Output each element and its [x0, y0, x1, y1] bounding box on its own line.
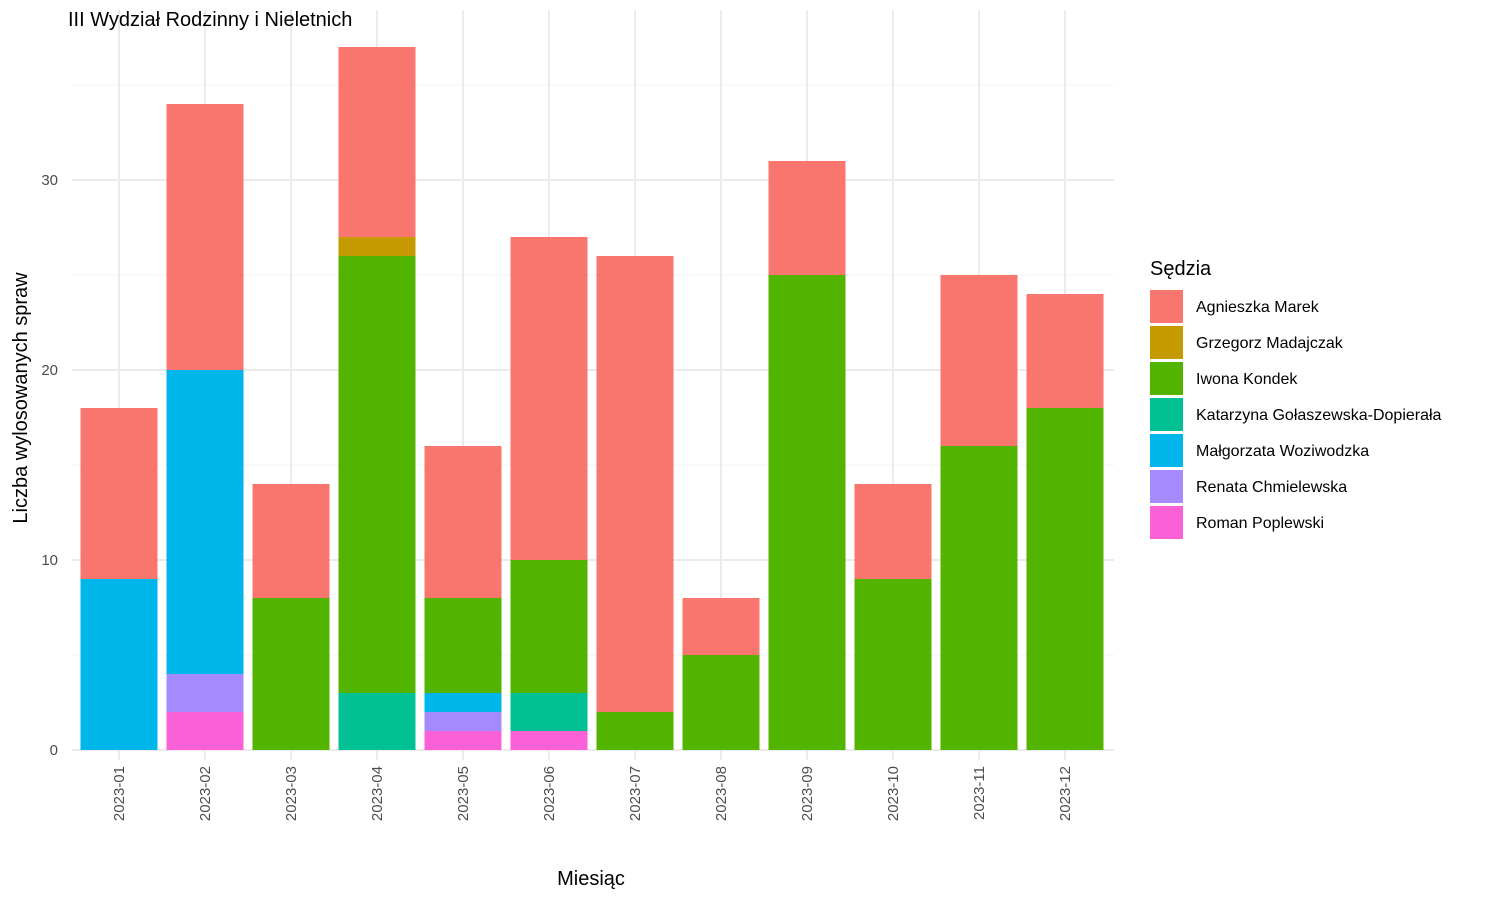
bar-segment [510, 560, 588, 693]
legend-label: Roman Poplewski [1196, 515, 1324, 532]
legend-swatch [1150, 326, 1183, 359]
x-axis-ticks: 2023-01 2023-02 2023-03 2023-04 2023-05 2023-… [111, 766, 1074, 821]
bar-segment [80, 408, 158, 579]
bar-segment [510, 237, 588, 560]
legend-label: Katarzyna Gołaszewska-Dopierała [1196, 407, 1442, 424]
bar-segment [768, 275, 846, 750]
legend-label: Iwona Kondek [1196, 371, 1298, 388]
bar-segment [338, 47, 416, 237]
legend-title: Sędzia [1150, 258, 1212, 280]
bar-segment [166, 104, 244, 370]
x-tick-label: 2023-04 [369, 766, 386, 821]
bars [80, 47, 1104, 750]
legend-label: Renata Chmielewska [1196, 479, 1347, 496]
x-tick-label: 2023-10 [885, 766, 902, 821]
y-tick-label: 20 [41, 362, 58, 379]
bar-segment [424, 712, 502, 731]
bar-segment [338, 256, 416, 693]
x-tick-label: 2023-03 [283, 766, 300, 821]
bar-segment [510, 693, 588, 731]
chart-title: III Wydział Rodzinny i Nieletnich [68, 9, 352, 31]
legend-label: Grzegorz Madajczak [1196, 335, 1344, 352]
bar-segment [940, 275, 1018, 446]
y-tick-label: 30 [41, 172, 58, 189]
bar-segment [424, 731, 502, 750]
bar-segment [682, 655, 760, 750]
bar-segment [424, 598, 502, 693]
legend-swatch [1150, 290, 1183, 323]
legend-label: Agnieszka Marek [1196, 299, 1320, 316]
bar-segment [252, 598, 330, 750]
bar-segment [1026, 408, 1104, 750]
bar-segment [596, 712, 674, 750]
legend-swatch [1150, 506, 1183, 539]
bar-segment [1026, 294, 1104, 408]
x-tick-label: 2023-05 [455, 766, 472, 821]
bar-segment [166, 712, 244, 750]
bar-segment [166, 674, 244, 712]
bar-segment [510, 731, 588, 750]
bar-segment [338, 237, 416, 256]
bar-segment [80, 579, 158, 750]
bar-segment [338, 693, 416, 750]
x-tick-label: 2023-01 [111, 766, 128, 821]
legend: Sędzia Agnieszka Marek Grzegorz Madajczak… [1150, 258, 1442, 539]
y-axis-title: Liczba wylosowanych spraw [10, 272, 32, 524]
x-tick-label: 2023-07 [627, 766, 644, 821]
legend-swatch [1150, 398, 1183, 431]
x-tick-label: 2023-09 [799, 766, 816, 821]
bar-segment [596, 256, 674, 712]
x-tick-label: 2023-06 [541, 766, 558, 821]
y-tick-label: 0 [50, 742, 58, 759]
legend-swatch [1150, 434, 1183, 467]
bar-segment [854, 484, 932, 579]
legend-items: Agnieszka Marek Grzegorz Madajczak Iwona K… [1150, 290, 1442, 539]
legend-label: Małgorzata Woziwodzka [1196, 443, 1369, 460]
legend-swatch [1150, 362, 1183, 395]
x-tick-label: 2023-12 [1057, 766, 1074, 821]
bar-segment [682, 598, 760, 655]
y-tick-label: 10 [41, 552, 58, 569]
x-tick-label: 2023-08 [713, 766, 730, 821]
bar-segment [424, 693, 502, 712]
y-axis-ticks: 0 10 20 30 [41, 172, 58, 759]
legend-swatch [1150, 470, 1183, 503]
bar-segment [768, 161, 846, 275]
bar-segment [424, 446, 502, 598]
x-axis-title: Miesiąc [557, 868, 625, 890]
bar-segment [940, 446, 1018, 750]
bar-segment [166, 370, 244, 674]
x-tick-label: 2023-11 [971, 766, 988, 820]
bar-segment [854, 579, 932, 750]
bar-segment [252, 484, 330, 598]
x-tick-label: 2023-02 [197, 766, 214, 821]
